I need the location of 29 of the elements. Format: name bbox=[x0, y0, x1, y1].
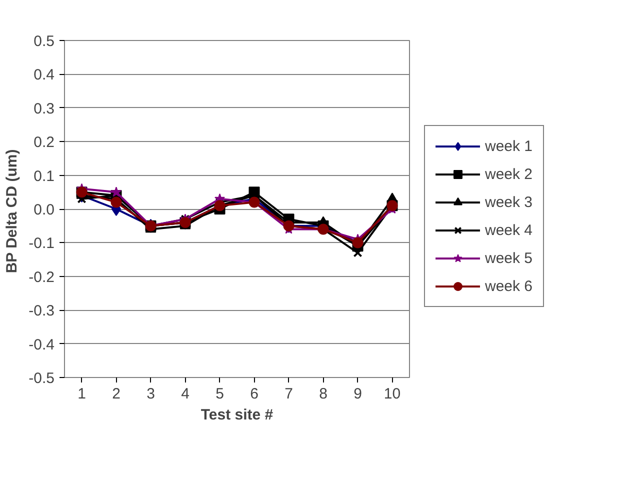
x-tick-label: 2 bbox=[112, 386, 120, 402]
x-tick-label: 9 bbox=[354, 386, 362, 402]
y-tick-label: 0.1 bbox=[34, 168, 55, 185]
legend-label: week 4 bbox=[485, 222, 533, 238]
y-axis-title: BP Delta CD (um) bbox=[4, 149, 21, 274]
x-tick-label: 10 bbox=[384, 386, 401, 402]
legend-label: week 2 bbox=[485, 166, 533, 182]
x-axis-title: Test site # bbox=[200, 406, 274, 424]
legend-label: week 5 bbox=[485, 250, 533, 266]
y-tick-label: 0.0 bbox=[34, 202, 55, 218]
y-tick-label: -0.1 bbox=[28, 235, 55, 252]
x-tick-label: 5 bbox=[216, 386, 224, 402]
y-tick-label: -0.3 bbox=[28, 302, 55, 320]
legend-label: week 6 bbox=[485, 278, 533, 294]
y-tick-label: 0.3 bbox=[34, 100, 55, 118]
legend-label: week 3 bbox=[485, 194, 533, 210]
y-tick-label: -0.4 bbox=[28, 336, 55, 354]
x-tick-label: 7 bbox=[284, 386, 293, 402]
x-tick-label: 4 bbox=[181, 386, 190, 402]
x-tick-label: 6 bbox=[250, 386, 258, 402]
x-tick-label: 1 bbox=[78, 386, 86, 402]
y-tick-label: -0.2 bbox=[28, 268, 55, 286]
x-tick-label: 3 bbox=[146, 386, 155, 402]
y-tick-label: 0.5 bbox=[34, 33, 55, 50]
legend-label: week 1 bbox=[485, 138, 533, 154]
y-tick-label: 0.2 bbox=[34, 134, 55, 152]
y-tick-label: 0.4 bbox=[34, 66, 55, 84]
x-tick-label: 8 bbox=[319, 386, 328, 402]
y-tick-label: -0.5 bbox=[28, 370, 55, 387]
